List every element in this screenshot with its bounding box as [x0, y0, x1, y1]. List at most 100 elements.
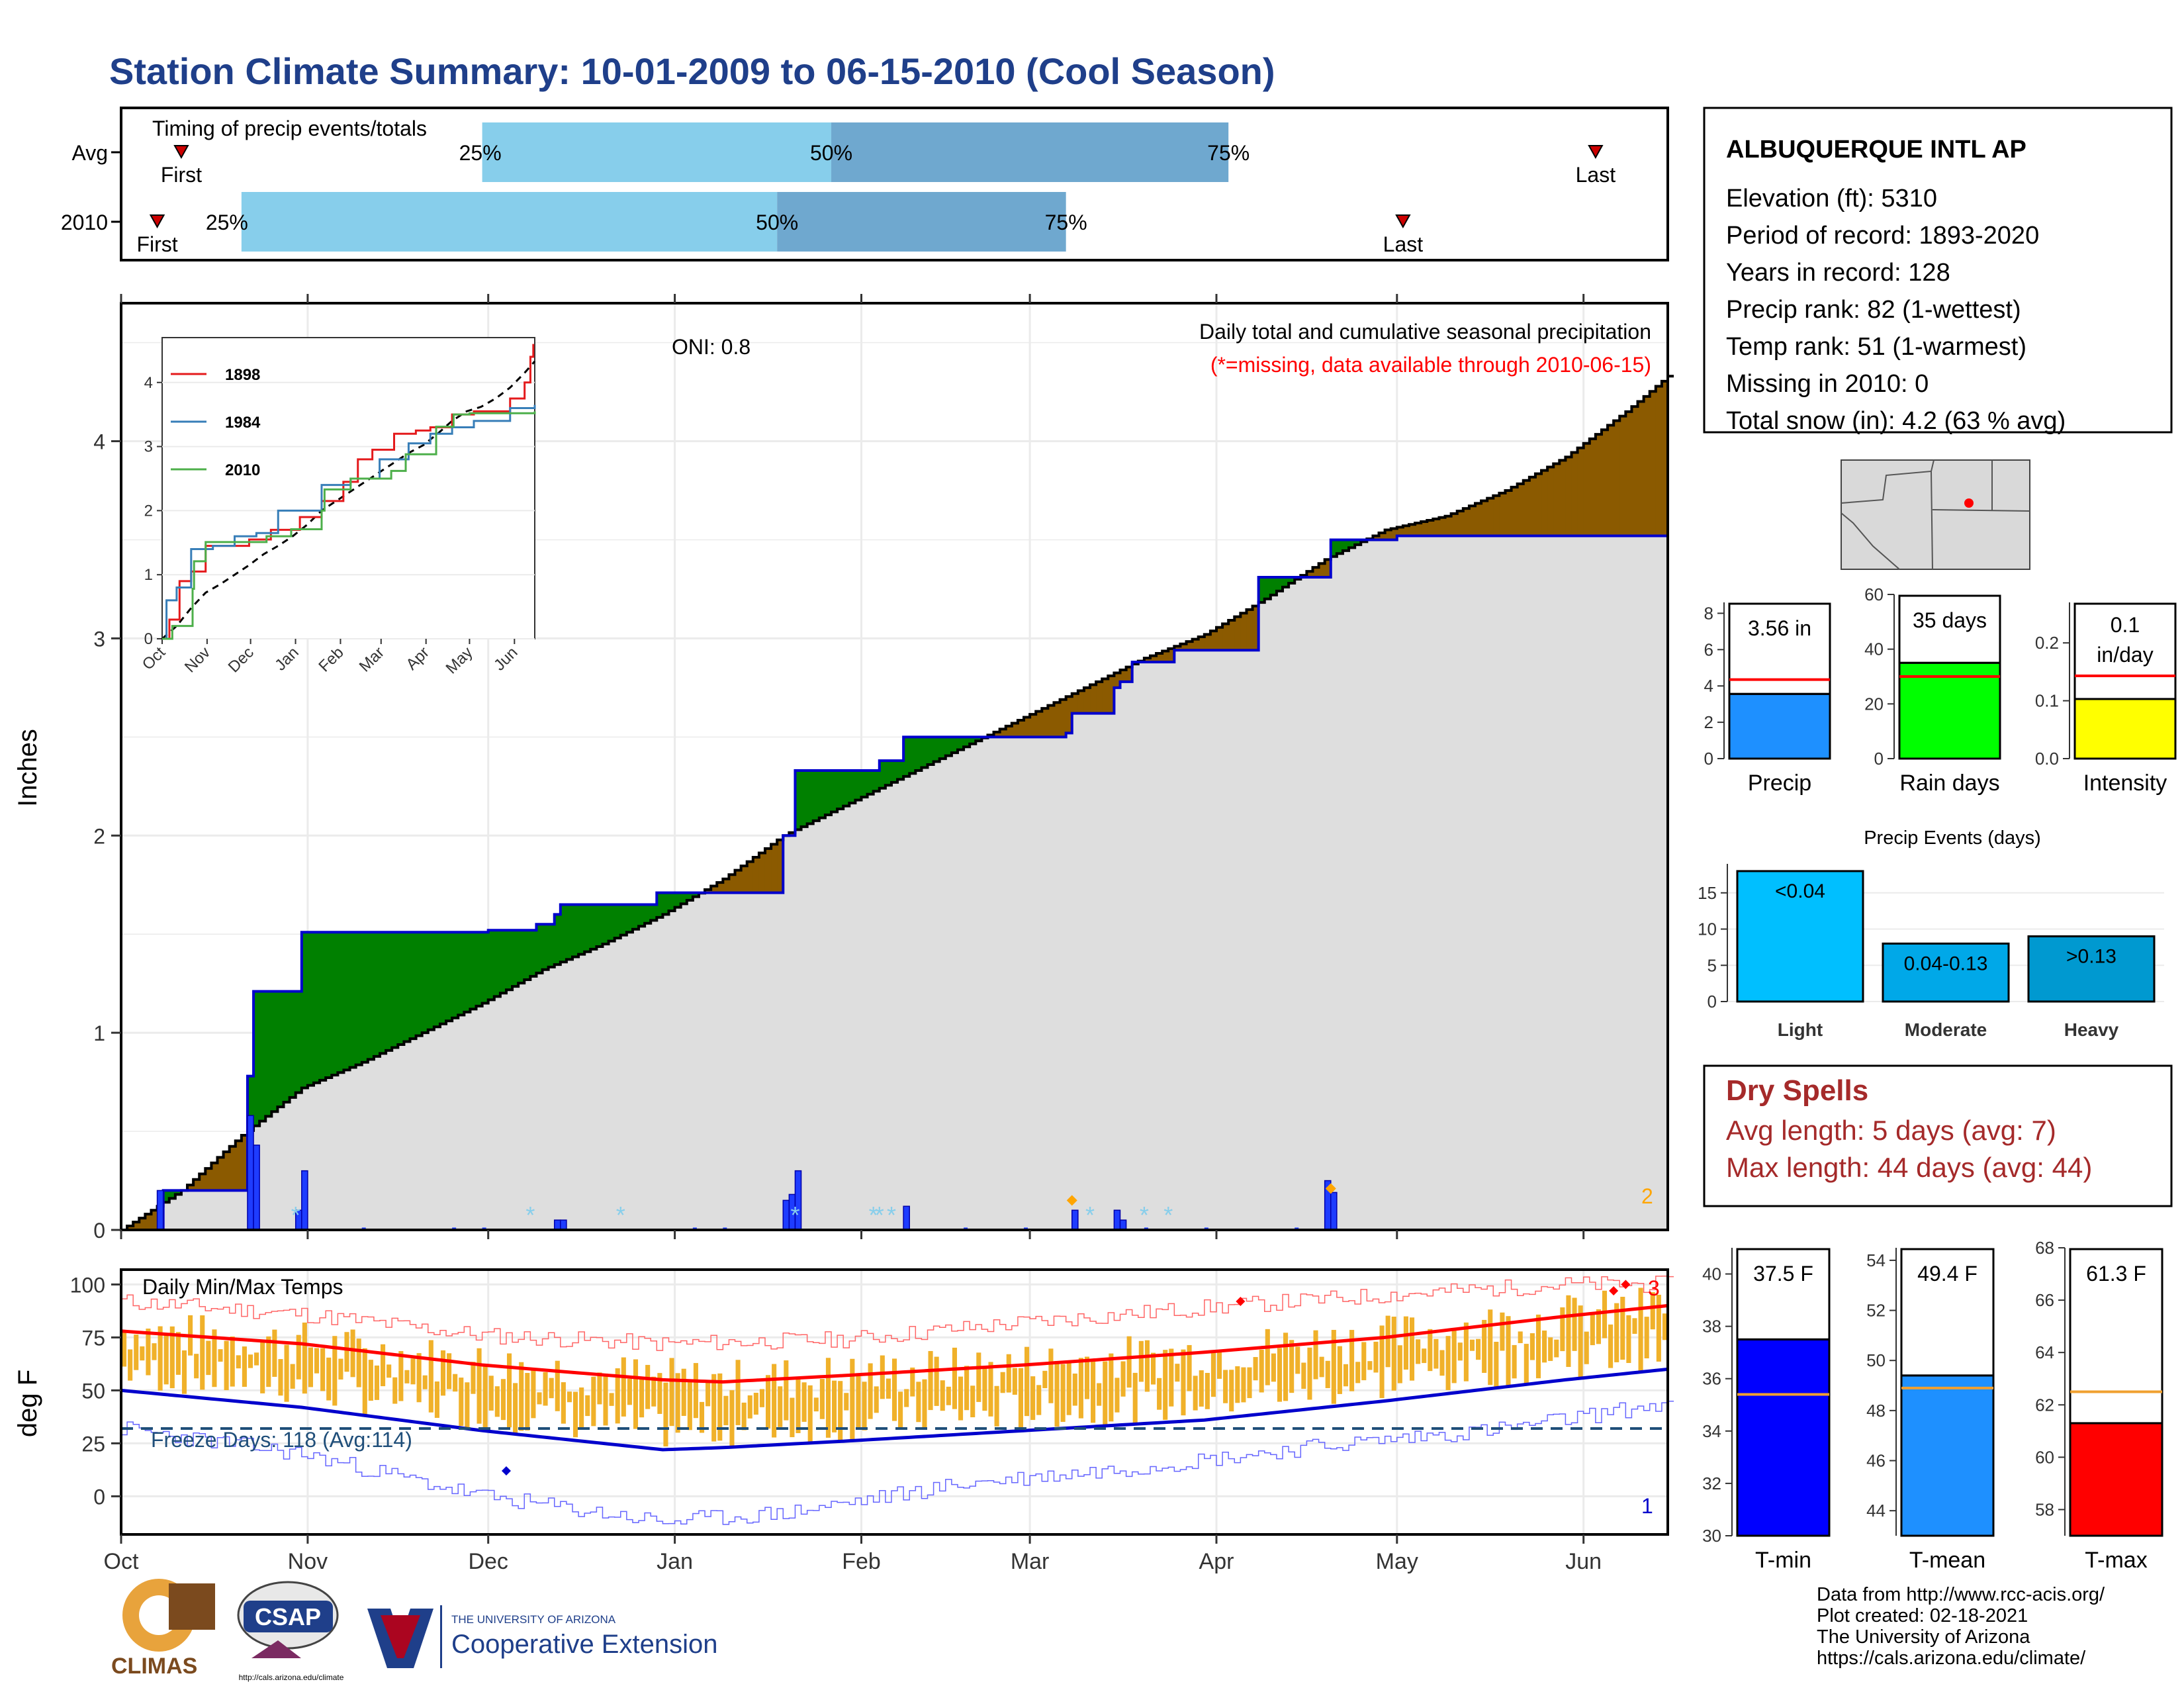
daily-temp-range-bar — [1301, 1362, 1306, 1389]
category-label: T-max — [2085, 1548, 2147, 1573]
above-average-area — [855, 770, 862, 800]
above-average-area — [1283, 577, 1289, 587]
daily-temp-range-bar — [242, 1346, 247, 1387]
above-average-area — [801, 770, 808, 827]
common-area — [1649, 536, 1657, 1230]
common-area — [1643, 536, 1651, 1230]
above-average-area — [428, 932, 435, 1030]
below-average-area — [723, 878, 730, 893]
daily-temp-range-bar — [1391, 1317, 1396, 1391]
daily-temp-range-bar — [356, 1338, 361, 1387]
precip-ylabel: Inches — [13, 729, 42, 807]
common-area — [692, 896, 700, 1230]
below-average-area — [1120, 670, 1127, 682]
above-average-area — [849, 770, 856, 804]
daily-temp-range-bar — [1072, 1373, 1077, 1406]
ytick-label: 44 — [1866, 1501, 1886, 1521]
common-area — [326, 1078, 332, 1230]
daily-temp-range-bar — [549, 1378, 554, 1399]
common-area — [976, 741, 982, 1230]
daily-temp-range-bar — [1187, 1344, 1192, 1391]
common-area — [1060, 737, 1067, 1230]
daily-temp-range-bar — [964, 1366, 970, 1411]
above-average-area — [674, 892, 682, 908]
below-average-area — [1162, 651, 1169, 663]
below-average-area — [1216, 627, 1223, 651]
common-area — [747, 892, 754, 1230]
above-average-area — [602, 904, 610, 945]
temperature-chart: Freeze Days: 118 (Avg:114) 3 1 0 25 50 75 100 O… — [13, 1268, 1674, 1574]
common-area — [439, 1023, 447, 1230]
below-average-area — [1234, 616, 1241, 651]
above-average-area — [807, 770, 814, 824]
above-average-area — [970, 737, 976, 744]
daily-temp-range-bar — [651, 1376, 657, 1407]
daily-temp-range-bar — [1428, 1329, 1433, 1372]
above-average-area — [632, 904, 639, 929]
station-line-1: Elevation (ft): 5310 — [1726, 185, 1937, 212]
common-area — [271, 1111, 279, 1230]
station-info-box: ALBUQUERQUE INTL AP Elevation (ft): 5310… — [1703, 107, 2173, 435]
ytick-label: 40 — [1702, 1264, 1721, 1284]
daily-temp-range-bar — [621, 1357, 626, 1417]
common-area — [783, 835, 790, 1230]
daily-temp-range-bar — [1379, 1325, 1385, 1399]
daily-temp-range-bar — [482, 1365, 488, 1429]
common-area — [548, 966, 555, 1230]
bar-value-label: 35 days — [1913, 608, 1987, 632]
daily-temp-range-bar — [579, 1387, 584, 1429]
below-average-area — [1385, 530, 1392, 540]
below-average-area — [764, 848, 772, 893]
below-average-area — [217, 1157, 224, 1191]
daily-temp-range-bar — [308, 1347, 313, 1387]
below-average-area — [1071, 693, 1079, 714]
events-bar-label: <0.04 — [1775, 880, 1825, 902]
missing-day-marker: * — [1140, 1201, 1149, 1229]
daily-temp-range-bar — [128, 1349, 133, 1381]
daily-temp-range-bar — [1506, 1316, 1511, 1387]
daily-precip-bar — [253, 1145, 260, 1231]
daily-temp-range-bar — [254, 1352, 259, 1366]
precip-events-chart: Precip Events (days) 0 5 10 15 <0.04 Light 0.04… — [1698, 827, 2164, 1040]
above-average-area — [903, 737, 910, 776]
timing-last-marker — [1588, 145, 1604, 160]
common-area — [1276, 590, 1283, 1230]
common-area — [301, 1088, 308, 1230]
common-area — [1445, 536, 1452, 1230]
common-area — [241, 1190, 248, 1230]
daily-temp-range-bar — [387, 1364, 392, 1378]
ytick-label: 38 — [1702, 1317, 1721, 1336]
common-area — [849, 803, 856, 1230]
value-bar — [1736, 1338, 1831, 1537]
daily-temp-range-bar — [1132, 1372, 1138, 1425]
common-area — [885, 785, 892, 1230]
common-area — [422, 1033, 429, 1230]
daily-temp-range-bar — [1626, 1315, 1631, 1364]
below-average-area — [133, 1222, 140, 1230]
common-area — [867, 794, 874, 1230]
daily-temp-range-bar — [778, 1386, 783, 1427]
record-max-line — [121, 1275, 1674, 1351]
common-area — [1349, 547, 1355, 1230]
above-average-area — [891, 761, 898, 782]
daily-temp-range-bar — [1259, 1349, 1264, 1393]
daily-temp-range-bar — [807, 1385, 813, 1442]
daily-temp-range-bar — [1223, 1370, 1228, 1403]
record-high-marker — [1621, 1280, 1631, 1289]
common-area — [175, 1194, 182, 1230]
inset-ytick-label: 3 — [144, 438, 153, 456]
above-average-area — [163, 1190, 170, 1203]
above-average-area — [837, 770, 844, 810]
daily-temp-range-bar — [1439, 1350, 1445, 1376]
common-area — [1523, 536, 1530, 1230]
inset-ytick-label: 1 — [144, 566, 153, 584]
common-area — [1126, 681, 1133, 1230]
daily-temp-range-bar — [1157, 1378, 1162, 1410]
inset-series-1984 — [162, 404, 536, 640]
daily-temp-range-bar — [500, 1379, 506, 1421]
common-area — [1071, 713, 1079, 1230]
common-area — [758, 892, 766, 1230]
daily-temp-range-bar — [1596, 1309, 1601, 1344]
daily-temp-range-bar — [1289, 1340, 1295, 1393]
below-average-area — [1204, 634, 1211, 651]
